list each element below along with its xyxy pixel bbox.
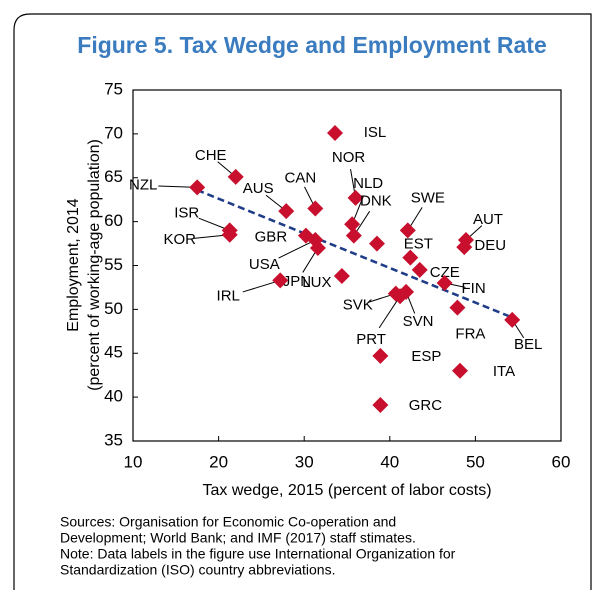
point [456, 239, 473, 256]
point-label: GRC [409, 397, 443, 414]
point [221, 226, 238, 243]
x-tick-label: 10 [124, 452, 143, 471]
x-tick-label: 30 [295, 452, 314, 471]
point-label: CZE [430, 264, 460, 281]
point-label: ISL [364, 124, 387, 141]
x-tick-label: 40 [380, 452, 399, 471]
leader-line [242, 279, 281, 293]
point-label: FRA [455, 326, 485, 343]
x-tick-label: 50 [466, 452, 485, 471]
point [399, 222, 416, 239]
note-line: Standardization (ISO) country abbreviati… [60, 562, 335, 578]
point [372, 397, 389, 414]
point-label: PRT [356, 331, 386, 348]
note-line: Note: Data labels in the figure use Inte… [60, 546, 456, 562]
point [344, 216, 361, 233]
point [345, 227, 362, 244]
point [278, 203, 295, 220]
point [411, 261, 428, 278]
point [402, 249, 419, 266]
point [392, 288, 409, 305]
note-line: Development; World Bank; and IMF (2017) … [60, 530, 416, 546]
point-label: DEU [474, 237, 506, 254]
leader-line [378, 295, 401, 329]
point-label: CAN [284, 169, 316, 186]
x-axis-label: Tax wedge, 2015 (percent of labor costs) [202, 482, 491, 499]
point-label: KOR [163, 231, 196, 248]
point-label: DNK [360, 193, 392, 210]
point-label: CHE [195, 147, 227, 164]
y-tick-label: 75 [104, 79, 123, 98]
point [368, 235, 385, 252]
point-label: EST [404, 236, 433, 253]
x-tick-label: 60 [552, 452, 571, 471]
y-tick-label: 35 [104, 430, 123, 449]
point-label: USA [249, 256, 280, 273]
leader-line [278, 239, 316, 259]
point [307, 200, 324, 217]
y-tick-label: 65 [104, 167, 123, 186]
panel-border [13, 13, 592, 590]
notes: Sources: Organisation for Economic Co-op… [60, 514, 456, 578]
point-label: AUT [473, 211, 503, 228]
point-label: SVN [403, 313, 434, 330]
point [272, 272, 289, 289]
point-label: ISR [174, 204, 199, 221]
y-tick-label: 60 [104, 211, 123, 230]
note-line: Sources: Organisation for Economic Co-op… [60, 514, 396, 530]
point-label: LUX [302, 274, 331, 291]
x-tick-label: 20 [209, 452, 228, 471]
plot-frame [132, 89, 562, 442]
y-tick-label: 50 [104, 299, 123, 318]
chart-title: Figure 5. Tax Wedge and Employment Rate [77, 32, 546, 58]
point [504, 311, 521, 328]
point [347, 189, 364, 206]
point-label: IRL [217, 287, 240, 304]
point-label: NOR [332, 149, 366, 166]
point [372, 347, 389, 364]
point-label: ESP [411, 348, 441, 365]
y-tick-label: 45 [104, 343, 123, 362]
point-label: ITA [493, 363, 515, 380]
point-label: JPN [283, 273, 311, 290]
point [189, 179, 206, 196]
trend-line [196, 188, 519, 322]
y-axis-label: Employment, 2014 [65, 198, 82, 332]
point [327, 124, 344, 141]
point [436, 275, 453, 292]
point [449, 299, 466, 316]
point-label: SWE [411, 189, 445, 206]
point-label: GBR [255, 229, 288, 246]
point-label: AUS [243, 180, 274, 197]
point-label: SVK [343, 297, 373, 314]
point-label: NLD [353, 175, 383, 192]
point [227, 168, 244, 185]
point-label: BEL [514, 336, 542, 353]
point-label: NZL [129, 176, 157, 193]
y-tick-label: 40 [104, 387, 123, 406]
y-axis-label: (percent of working-age population) [86, 139, 103, 391]
point [333, 268, 350, 285]
point [451, 362, 468, 379]
y-tick-label: 70 [104, 123, 123, 142]
point [309, 239, 326, 256]
point-label: FIN [461, 280, 485, 297]
y-tick-label: 55 [104, 255, 123, 274]
